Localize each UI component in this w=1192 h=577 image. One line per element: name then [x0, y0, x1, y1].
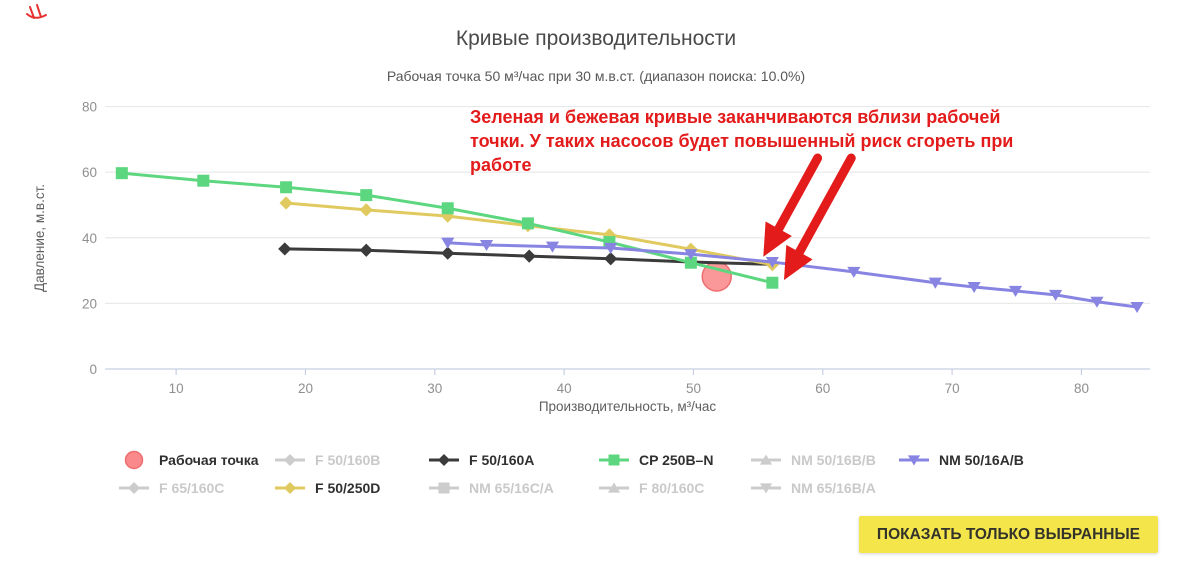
y-axis-tick-label: 0: [89, 362, 97, 377]
legend-item-cp-250b-n[interactable]: CP 250B–N: [596, 446, 748, 474]
x-axis-tick-label: 70: [945, 381, 960, 396]
diamond-marker-icon: [429, 453, 459, 467]
y-axis-tick-label: 80: [82, 100, 97, 115]
x-axis-title: Производительность, м³/час: [539, 399, 717, 414]
chart-legend: Рабочая точка F 50/160B F 50/160A CP 250B–N…: [116, 446, 1024, 502]
legend-label: NM 50/16B/B: [791, 452, 876, 468]
curve-cp-250b-n: [115, 167, 779, 289]
legend-item-f-50-250d[interactable]: F 50/250D: [272, 474, 426, 502]
legend-item-f-80-160c[interactable]: F 80/160C: [596, 474, 748, 502]
legend-label: NM 65/16C/A: [469, 480, 554, 496]
legend-label: F 65/160C: [159, 480, 225, 496]
legend-label: F 50/160A: [469, 452, 535, 468]
curve-nm-50-16a-b: [441, 237, 1144, 313]
legend-label: F 50/160B: [315, 452, 381, 468]
annotation-arrow: [763, 153, 823, 257]
annotation-text: Зеленая и бежевая кривые заканчиваются в…: [470, 107, 1014, 175]
x-axis-tick-label: 30: [427, 381, 442, 396]
triangle-down-marker-icon: [899, 455, 929, 466]
legend-label: NM 65/16B/A: [791, 480, 876, 496]
diamond-marker-icon: [275, 453, 305, 467]
chart-title: Кривые производительности: [455, 27, 737, 50]
show-only-selected-button[interactable]: ПОКАЗАТЬ ТОЛЬКО ВЫБРАННЫЕ: [858, 516, 1158, 553]
y-axis-tick-label: 40: [82, 231, 97, 246]
legend-label: CP 250B–N: [639, 452, 714, 468]
circle-marker-icon: [124, 450, 144, 470]
triangle-up-marker-icon: [751, 454, 781, 465]
x-axis-tick-label: 20: [298, 381, 313, 396]
legend-item-nm-65-16c-a[interactable]: NM 65/16C/A: [426, 474, 596, 502]
red-scribble-mark: [26, 4, 47, 19]
legend-label: F 80/160C: [639, 480, 705, 496]
legend-label: Рабочая точка: [159, 452, 259, 468]
annotation-arrow: [783, 153, 856, 281]
legend-item-f-50-160a[interactable]: F 50/160A: [426, 446, 596, 474]
x-axis-tick-label: 40: [557, 381, 572, 396]
x-axis-tick-label: 60: [815, 381, 830, 396]
legend-item-working-point[interactable]: Рабочая точка: [116, 446, 272, 474]
x-axis-tick-label: 80: [1074, 381, 1089, 396]
diamond-marker-icon: [275, 481, 305, 495]
triangle-up-marker-icon: [599, 482, 629, 493]
legend-label: F 50/250D: [315, 480, 381, 496]
legend-item-f-65-160c[interactable]: F 65/160C: [116, 474, 272, 502]
legend-item-f-50-160b[interactable]: F 50/160B: [272, 446, 426, 474]
legend-item-nm-50-16a-b[interactable]: NM 50/16A/B: [896, 446, 1024, 474]
square-marker-icon: [599, 454, 629, 466]
legend-item-nm-65-16b-a[interactable]: NM 65/16B/A: [748, 474, 896, 502]
x-axis-tick-label: 10: [169, 381, 184, 396]
y-axis-title: Давление, м.в.ст.: [32, 184, 47, 292]
triangle-down-marker-icon: [751, 483, 781, 494]
legend-label: NM 50/16A/B: [939, 452, 1024, 468]
legend-item-nm-50-16b-b[interactable]: NM 50/16B/B: [748, 446, 896, 474]
chart-subtitle: Рабочая точка 50 м³/час при 30 м.в.ст. (…: [386, 68, 806, 84]
diamond-marker-icon: [119, 481, 149, 495]
x-axis-tick-label: 50: [686, 381, 701, 396]
y-axis-tick-label: 60: [82, 165, 97, 180]
y-axis-tick-label: 20: [82, 296, 97, 311]
square-marker-icon: [429, 482, 459, 494]
